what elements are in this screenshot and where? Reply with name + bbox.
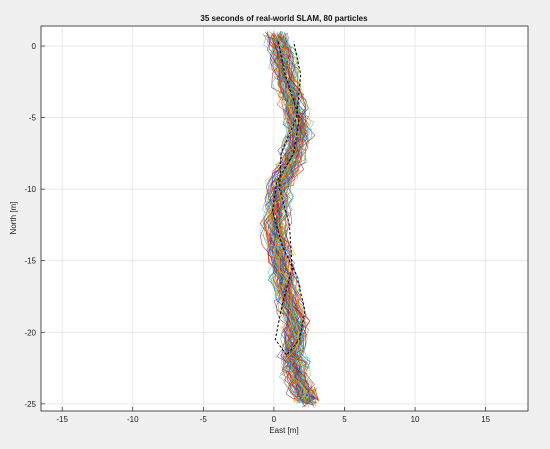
x-tick-label: 0 bbox=[272, 415, 277, 424]
y-tick-label: -25 bbox=[24, 400, 36, 409]
particle-trajectory bbox=[270, 34, 313, 403]
y-tick-labels: 0 -5 -10 -15 -20 -25 bbox=[24, 42, 36, 409]
y-axis-label: North [m] bbox=[9, 202, 18, 235]
y-tick-label: -10 bbox=[24, 185, 36, 194]
reference-path bbox=[271, 41, 306, 357]
y-tick-label: -20 bbox=[24, 328, 36, 337]
x-tick-label: 15 bbox=[481, 415, 490, 424]
x-tick-label: -5 bbox=[200, 415, 208, 424]
x-tick-label: 10 bbox=[411, 415, 420, 424]
plot-frame bbox=[40, 25, 529, 412]
particle-trajectories bbox=[259, 30, 320, 409]
particle-trajectory bbox=[275, 35, 314, 403]
reference-path-line bbox=[271, 41, 306, 357]
y-tick-label: -5 bbox=[29, 114, 37, 123]
x-tick-label: -15 bbox=[56, 415, 68, 424]
particle-trajectory bbox=[272, 35, 305, 398]
y-tick-label: 0 bbox=[32, 42, 37, 51]
x-tick-label: -10 bbox=[127, 415, 139, 424]
particle-trajectory bbox=[271, 35, 308, 400]
chart-title: 35 seconds of real-world SLAM, 80 partic… bbox=[200, 14, 368, 23]
x-tick-label: 5 bbox=[342, 415, 347, 424]
x-tick-labels: -15 -10 -5 0 5 10 15 bbox=[56, 415, 490, 424]
x-axis-label: East [m] bbox=[269, 426, 298, 435]
y-tick-label: -15 bbox=[24, 257, 36, 266]
